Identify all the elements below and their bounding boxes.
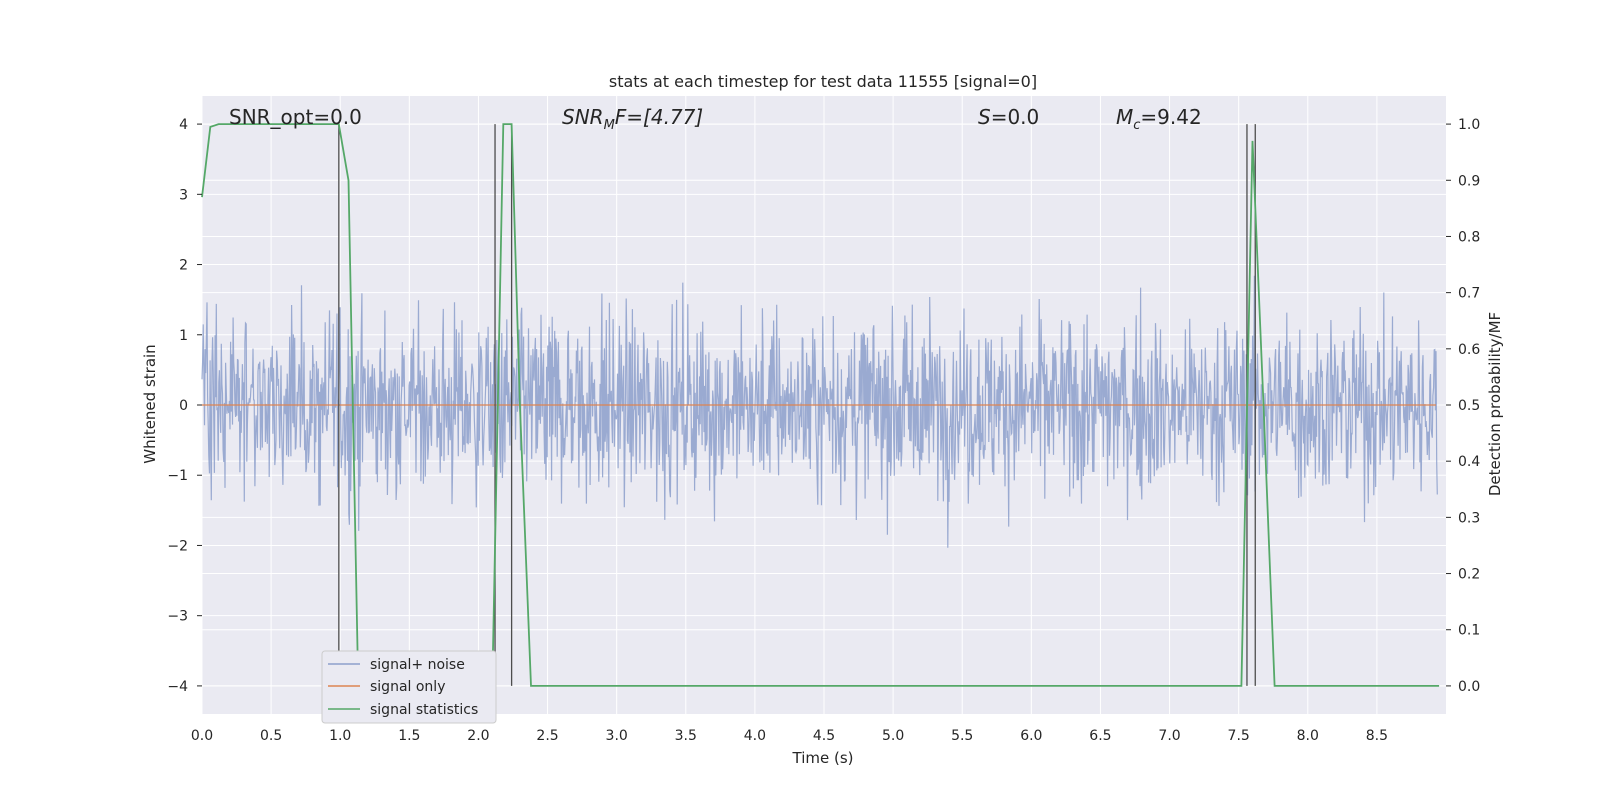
axis-ticks: 0.0 0.5 1.0 1.5 2.0 2.5 3.0 3.5 4.0 4.5 5.0 5.5 6.0 6… [167, 117, 1480, 744]
series-signal-plus-noise [201, 275, 1438, 548]
y-tick-label-left: −2 [167, 538, 188, 554]
chart-title: stats at each timestep for test data 115… [609, 72, 1037, 91]
legend-box [321, 650, 497, 724]
y-tick-label-left: 0 [179, 398, 188, 414]
y-tick-label-left: 1 [179, 328, 188, 344]
x-tick-label: 8.0 [1297, 728, 1319, 744]
x-tick-label: 6.5 [1089, 728, 1111, 744]
legend: signal+ noise signal only signal statist… [321, 650, 497, 724]
y-tick-label-left: 2 [179, 258, 188, 274]
annotation-s-value: =0.0 [991, 105, 1040, 129]
y-tick-label-left: −4 [167, 679, 188, 695]
y-tick-label-right: 1.0 [1458, 117, 1480, 133]
x-tick-label: 3.5 [675, 728, 697, 744]
annotation-snr-mf-label: SNR [562, 105, 604, 129]
y-tick-label-right: 0.9 [1458, 173, 1480, 189]
y-tick-label-left: 4 [179, 117, 188, 133]
annotation-mc-label: M [1116, 105, 1133, 129]
y-tick-label-left: −1 [167, 468, 188, 484]
x-tick-label: 2.5 [536, 728, 558, 744]
x-tick-label: 3.0 [606, 728, 628, 744]
y-tick-label-right: 0.6 [1458, 342, 1480, 358]
x-tick-label: 0.0 [191, 728, 213, 744]
annotation-s-label: S [978, 105, 991, 129]
statistics-line [201, 123, 1440, 687]
annotation-mc-sub: c [1133, 118, 1140, 133]
legend-label-noise: signal+ noise [370, 657, 465, 673]
y-tick-label-right: 0.4 [1458, 454, 1480, 470]
x-tick-label: 5.0 [882, 728, 904, 744]
annotation-snr-mf-sub: M [604, 118, 615, 133]
y-tick-label-right: 0.2 [1458, 567, 1480, 583]
annotation-s: S=0.0 [978, 105, 1039, 129]
y-axis-label-right: Detection probability/MF [1486, 312, 1504, 496]
y-tick-label-right: 0.7 [1458, 286, 1480, 302]
annotation-snr-mf: SNRMF=[4.77] [562, 105, 703, 133]
series-signal-statistics [201, 123, 1440, 687]
x-tick-label: 0.5 [260, 728, 282, 744]
x-tick-label: 1.0 [329, 728, 351, 744]
y-tick-label-right: 0.1 [1458, 623, 1480, 639]
x-tick-label: 1.5 [398, 728, 420, 744]
legend-label-statistics: signal statistics [370, 702, 478, 718]
annotation-snr-opt: SNR_opt=0.0 [229, 105, 362, 129]
y-tick-label-right: 0.0 [1458, 679, 1480, 695]
y-tick-label-left: −3 [167, 609, 188, 625]
y-tick-label-right: 0.3 [1458, 510, 1480, 526]
y-tick-label-right: 0.8 [1458, 229, 1480, 245]
x-tick-label: 8.5 [1366, 728, 1388, 744]
x-tick-label: 6.0 [1020, 728, 1042, 744]
y-tick-label-right: 0.5 [1458, 398, 1480, 414]
x-tick-label: 2.0 [467, 728, 489, 744]
x-tick-label: 7.0 [1158, 728, 1180, 744]
x-tick-label: 7.5 [1228, 728, 1250, 744]
x-tick-label: 5.5 [951, 728, 973, 744]
y-axis-label-left: Whitened strain [141, 344, 159, 463]
annotation-snr-mf-value: F=[4.77] [615, 105, 703, 129]
x-tick-label: 4.5 [813, 728, 835, 744]
x-tick-label: 4.0 [744, 728, 766, 744]
legend-label-signal-only: signal only [370, 679, 445, 695]
noise-trace [201, 275, 1438, 548]
y-tick-label-left: 3 [179, 187, 188, 203]
x-axis-label: Time (s) [792, 749, 854, 767]
annotation-mc: Mc=9.42 [1116, 105, 1202, 133]
annotation-mc-value: =9.42 [1140, 105, 1201, 129]
